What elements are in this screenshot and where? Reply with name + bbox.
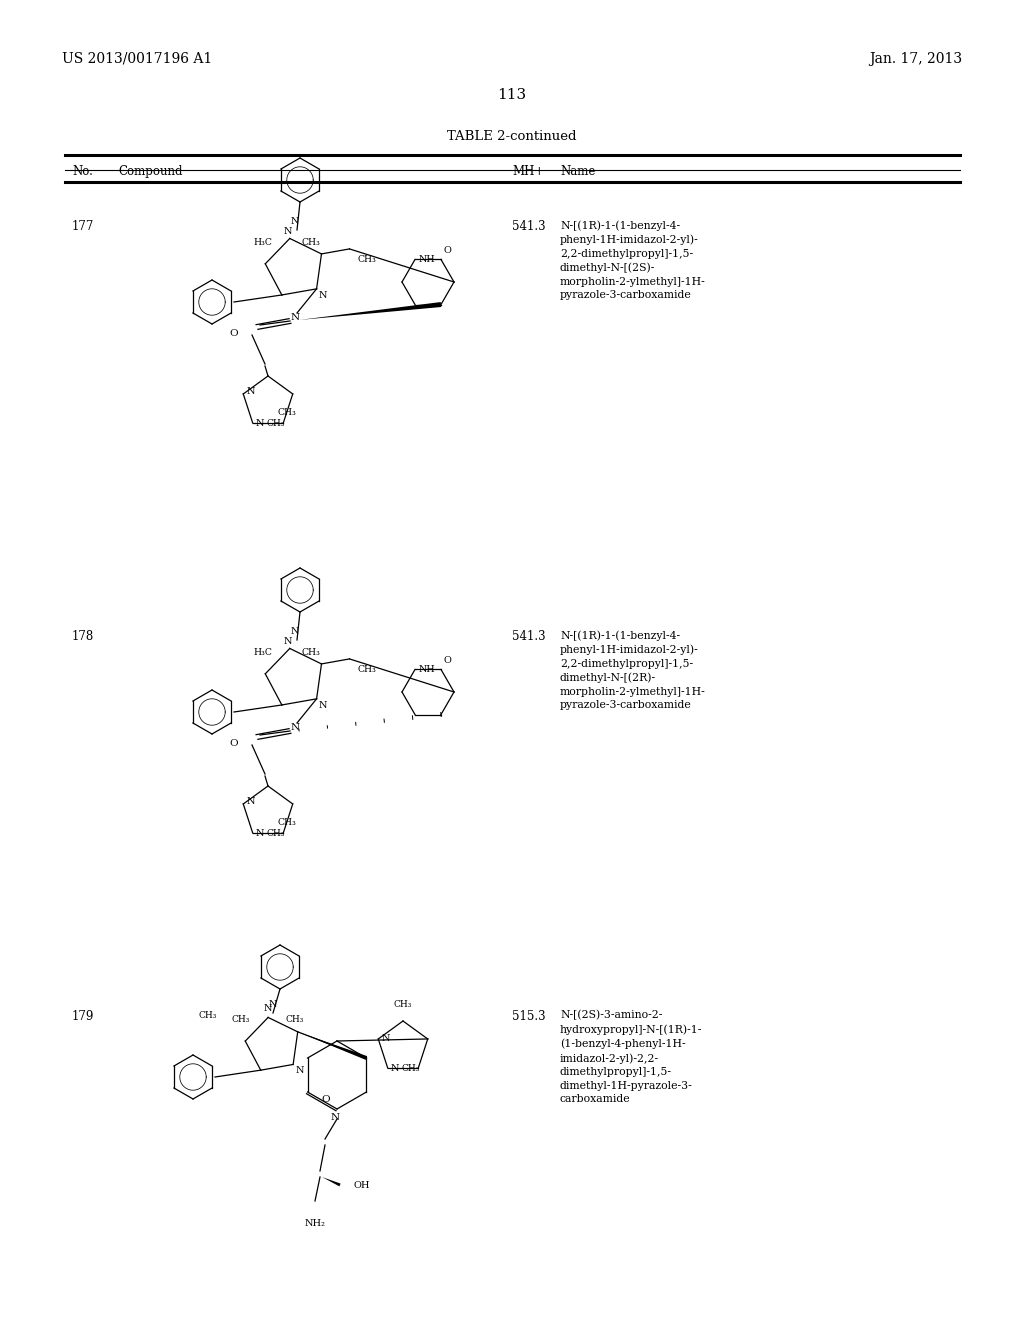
- Text: CH₃: CH₃: [278, 408, 296, 417]
- Text: 541.3: 541.3: [512, 220, 546, 234]
- Text: CH₃: CH₃: [358, 256, 377, 264]
- Text: US 2013/0017196 A1: US 2013/0017196 A1: [62, 51, 212, 66]
- Polygon shape: [322, 1177, 341, 1187]
- Text: 515.3: 515.3: [512, 1010, 546, 1023]
- Text: O: O: [229, 738, 238, 747]
- Text: CH₃: CH₃: [278, 818, 296, 826]
- Text: N: N: [291, 723, 300, 733]
- Text: CH₃: CH₃: [401, 1064, 420, 1073]
- Text: TABLE 2-continued: TABLE 2-continued: [447, 129, 577, 143]
- Text: N: N: [391, 1064, 399, 1073]
- Text: MH+: MH+: [512, 165, 544, 178]
- Text: CH₃: CH₃: [199, 1011, 217, 1019]
- Text: N: N: [318, 701, 327, 710]
- Text: O: O: [443, 656, 451, 665]
- Text: CH₃: CH₃: [302, 238, 321, 247]
- Text: N: N: [291, 216, 299, 226]
- Text: Compound: Compound: [118, 165, 182, 178]
- Text: OH: OH: [354, 1180, 371, 1189]
- Text: O: O: [443, 247, 451, 256]
- Text: N: N: [318, 290, 327, 300]
- Text: N-[(1R)-1-(1-benzyl-4-
phenyl-1H-imidazol-2-yl)-
2,2-dimethylpropyl]-1,5-
dimeth: N-[(1R)-1-(1-benzyl-4- phenyl-1H-imidazo…: [560, 220, 706, 300]
- Text: CH₃: CH₃: [231, 1015, 250, 1023]
- Text: N: N: [256, 418, 264, 428]
- Text: NH: NH: [419, 665, 435, 675]
- Text: NH: NH: [419, 255, 435, 264]
- Text: N: N: [264, 1005, 272, 1014]
- Text: N-[(1R)-1-(1-benzyl-4-
phenyl-1H-imidazol-2-yl)-
2,2-dimethylpropyl]-1,5-
dimeth: N-[(1R)-1-(1-benzyl-4- phenyl-1H-imidazo…: [560, 630, 706, 710]
- Text: N: N: [256, 829, 264, 837]
- Text: 179: 179: [72, 1010, 94, 1023]
- Polygon shape: [299, 302, 441, 319]
- Text: Name: Name: [560, 165, 595, 178]
- Text: CH₃: CH₃: [302, 648, 321, 657]
- Text: N: N: [268, 1001, 278, 1008]
- Text: No.: No.: [72, 165, 93, 178]
- Text: H₃C: H₃C: [253, 648, 272, 657]
- Text: N: N: [247, 388, 255, 396]
- Text: 178: 178: [72, 630, 94, 643]
- Text: 113: 113: [498, 88, 526, 102]
- Polygon shape: [298, 1032, 368, 1060]
- Text: CH₃: CH₃: [394, 1001, 413, 1008]
- Text: 541.3: 541.3: [512, 630, 546, 643]
- Text: N: N: [331, 1113, 340, 1122]
- Text: 177: 177: [72, 220, 94, 234]
- Text: O: O: [322, 1096, 330, 1105]
- Text: CH₃: CH₃: [266, 418, 285, 428]
- Text: N: N: [284, 638, 292, 647]
- Text: CH₃: CH₃: [285, 1015, 303, 1023]
- Text: N: N: [291, 314, 300, 322]
- Text: N: N: [247, 797, 255, 807]
- Text: CH₃: CH₃: [266, 829, 285, 837]
- Text: NH₂: NH₂: [304, 1218, 326, 1228]
- Text: N: N: [381, 1035, 390, 1044]
- Text: Jan. 17, 2013: Jan. 17, 2013: [869, 51, 962, 66]
- Text: N: N: [295, 1067, 304, 1076]
- Text: N-[(2S)-3-amino-2-
hydroxypropyl]-N-[(1R)-1-
(1-benzyl-4-phenyl-1H-
imidazol-2-y: N-[(2S)-3-amino-2- hydroxypropyl]-N-[(1R…: [560, 1010, 702, 1105]
- Text: O: O: [229, 329, 238, 338]
- Text: H₃C: H₃C: [253, 238, 272, 247]
- Text: CH₃: CH₃: [358, 665, 377, 675]
- Text: N: N: [284, 227, 292, 236]
- Text: N: N: [291, 627, 299, 636]
